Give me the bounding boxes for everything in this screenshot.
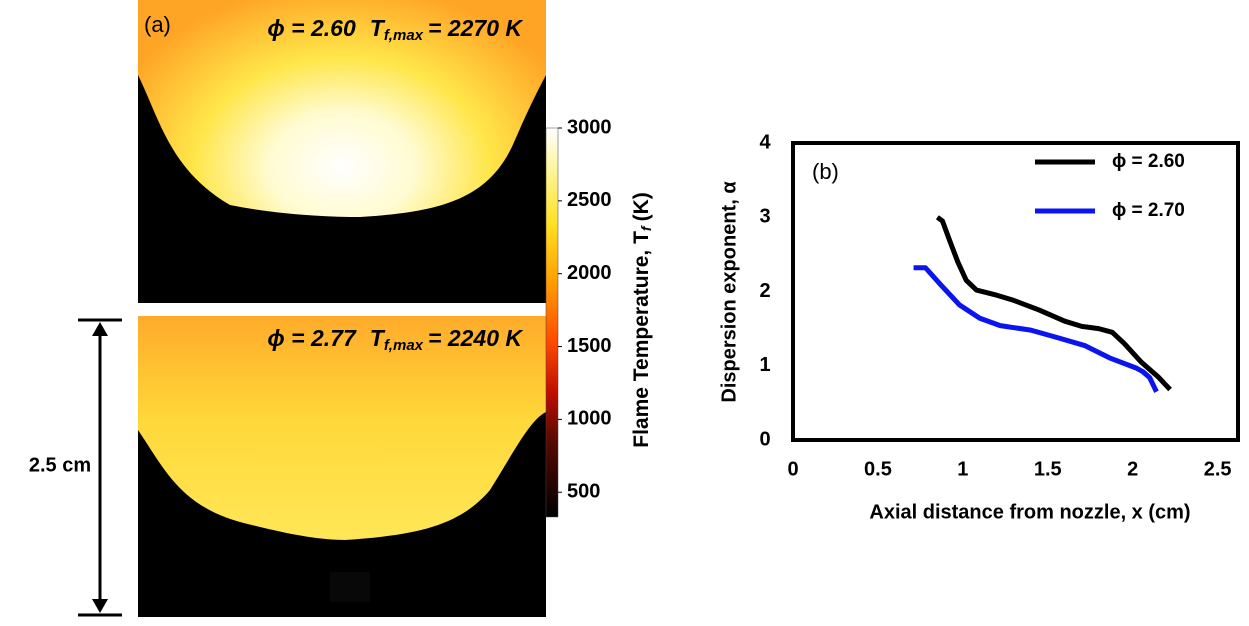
data-line	[937, 217, 1170, 389]
y-axis-label: Dispersion exponent, α	[718, 181, 740, 403]
text-part: f,max	[384, 337, 424, 354]
y-tick-label: 4	[759, 131, 771, 153]
colorbar	[546, 128, 558, 517]
text-part: f	[638, 225, 654, 231]
colorbar-tick-label: 2500	[567, 189, 612, 211]
colorbar-tick-label: 2000	[567, 262, 612, 284]
y-tick-label: 3	[759, 206, 770, 228]
colorbar-tick-label: 500	[567, 481, 600, 503]
x-tick-label: 2.5	[1204, 458, 1232, 480]
panel-label: (a)	[144, 12, 171, 37]
y-tick-label: 1	[759, 354, 770, 376]
text-part: = 2270 K	[428, 15, 523, 41]
x-tick-label: 0.5	[864, 458, 892, 480]
text-part: ϕ = 2.60	[267, 15, 356, 41]
x-tick-label: 1.5	[1034, 458, 1062, 480]
colorbar-tick-label: 1500	[567, 335, 612, 357]
x-axis-label: Axial distance from nozzle, x (cm)	[869, 501, 1190, 523]
text-part: (K)	[630, 192, 653, 221]
text-part: ϕ = 2.77	[267, 325, 357, 351]
x-tick-label: 0	[787, 458, 798, 480]
y-tick-label: 0	[759, 428, 770, 450]
text-part: Flame Temperature, T	[630, 231, 653, 448]
legend-label: ϕ = 2.70	[1112, 200, 1185, 221]
shape	[330, 572, 370, 602]
text-part: f,max	[384, 27, 424, 44]
map-top	[138, 0, 546, 303]
scale-label: 2.5 cm	[29, 454, 91, 476]
colorbar-label: Flame Temperature, Tf (K)	[630, 192, 654, 448]
map-bottom	[138, 316, 546, 617]
plot-frame	[793, 143, 1238, 440]
data-line	[914, 268, 1157, 392]
x-tick-label: 2	[1127, 458, 1138, 480]
y-tick-label: 2	[759, 280, 770, 302]
figure: (a) ϕ = 2.60Tf,max= 2270 K ϕ = 2.77Tf,ma…	[0, 0, 1249, 621]
panel-label: (b)	[812, 159, 839, 184]
colorbar-tick-label: 3000	[567, 116, 612, 138]
legend-label: ϕ = 2.60	[1112, 151, 1185, 172]
colorbar-tick-label: 1000	[567, 408, 612, 430]
text-part: = 2240 K	[428, 325, 523, 351]
x-tick-label: 1	[957, 458, 968, 480]
